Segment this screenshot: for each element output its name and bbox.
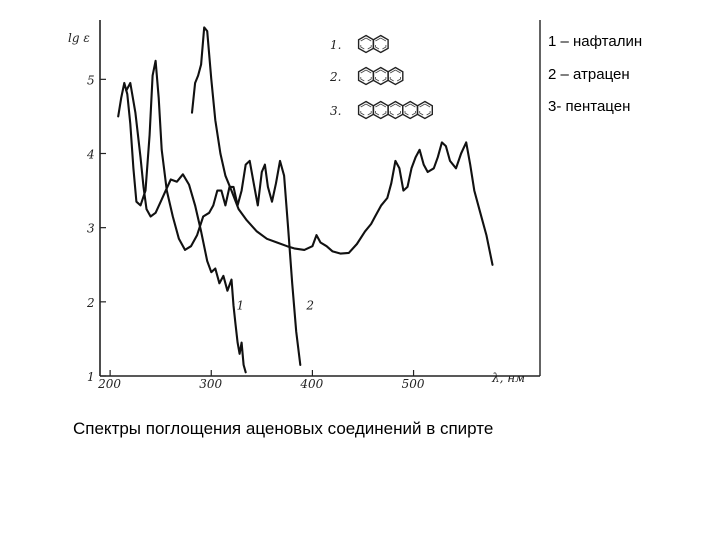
x-tick-label: 300 — [199, 377, 222, 391]
ring-inner-bond — [419, 103, 431, 117]
y-tick-label: 2 — [86, 296, 95, 310]
ring-inner-bond — [360, 69, 372, 83]
benzene-ring — [387, 66, 404, 86]
spectrum-curve-1 — [125, 81, 247, 374]
y-axis-label: lg ε — [68, 31, 90, 45]
benzene-ring — [372, 34, 389, 54]
x-tick-label: 200 — [97, 377, 121, 391]
ring-inner-bond — [360, 37, 372, 51]
ring-inner-bond — [360, 103, 372, 117]
acene-structure-2 — [357, 66, 404, 86]
structure-number-label: 3. — [330, 104, 341, 118]
figure-caption: Спектры поглощения аценовых соединений в… — [73, 419, 494, 438]
x-axis-label: λ, нм — [491, 371, 525, 385]
y-tick-label: 4 — [86, 148, 95, 162]
legend-item-pentacene: 3- пентацен — [548, 98, 631, 115]
ring-inner-bond — [404, 103, 416, 117]
legend-item-anthracene: 2 – атрацен — [548, 66, 630, 83]
ring-inner-bond — [389, 69, 402, 83]
spectrum-curve-2 — [117, 59, 302, 366]
axis-ticks: 200 300 400 500 1 2 3 4 5 — [86, 73, 425, 391]
acene-structures: 1. 2. 3. — [329, 34, 433, 120]
ring-inner-bond — [389, 103, 402, 117]
ring-inner-bond — [375, 69, 387, 83]
acene-structure-1 — [357, 34, 389, 54]
plot-frame — [99, 20, 541, 377]
benzene-ring — [416, 100, 433, 120]
y-tick-label: 1 — [87, 370, 95, 384]
curve-number-label: 2 — [305, 298, 314, 312]
structure-number-label: 2. — [329, 70, 341, 84]
y-tick-label: 5 — [87, 73, 95, 87]
x-tick-label: 400 — [299, 377, 323, 391]
y-tick-label: 3 — [87, 222, 95, 236]
structure-number-label: 1. — [330, 38, 341, 52]
spectrum-curve-3 — [190, 26, 494, 266]
ring-inner-bond — [375, 37, 387, 51]
acene-structure-3 — [357, 100, 433, 120]
legend-item-naphthalene: 1 – нафталин — [548, 33, 643, 50]
ring-inner-bond — [375, 103, 387, 117]
x-tick-label: 500 — [402, 377, 425, 391]
curve-number-label: 1 — [237, 298, 245, 312]
